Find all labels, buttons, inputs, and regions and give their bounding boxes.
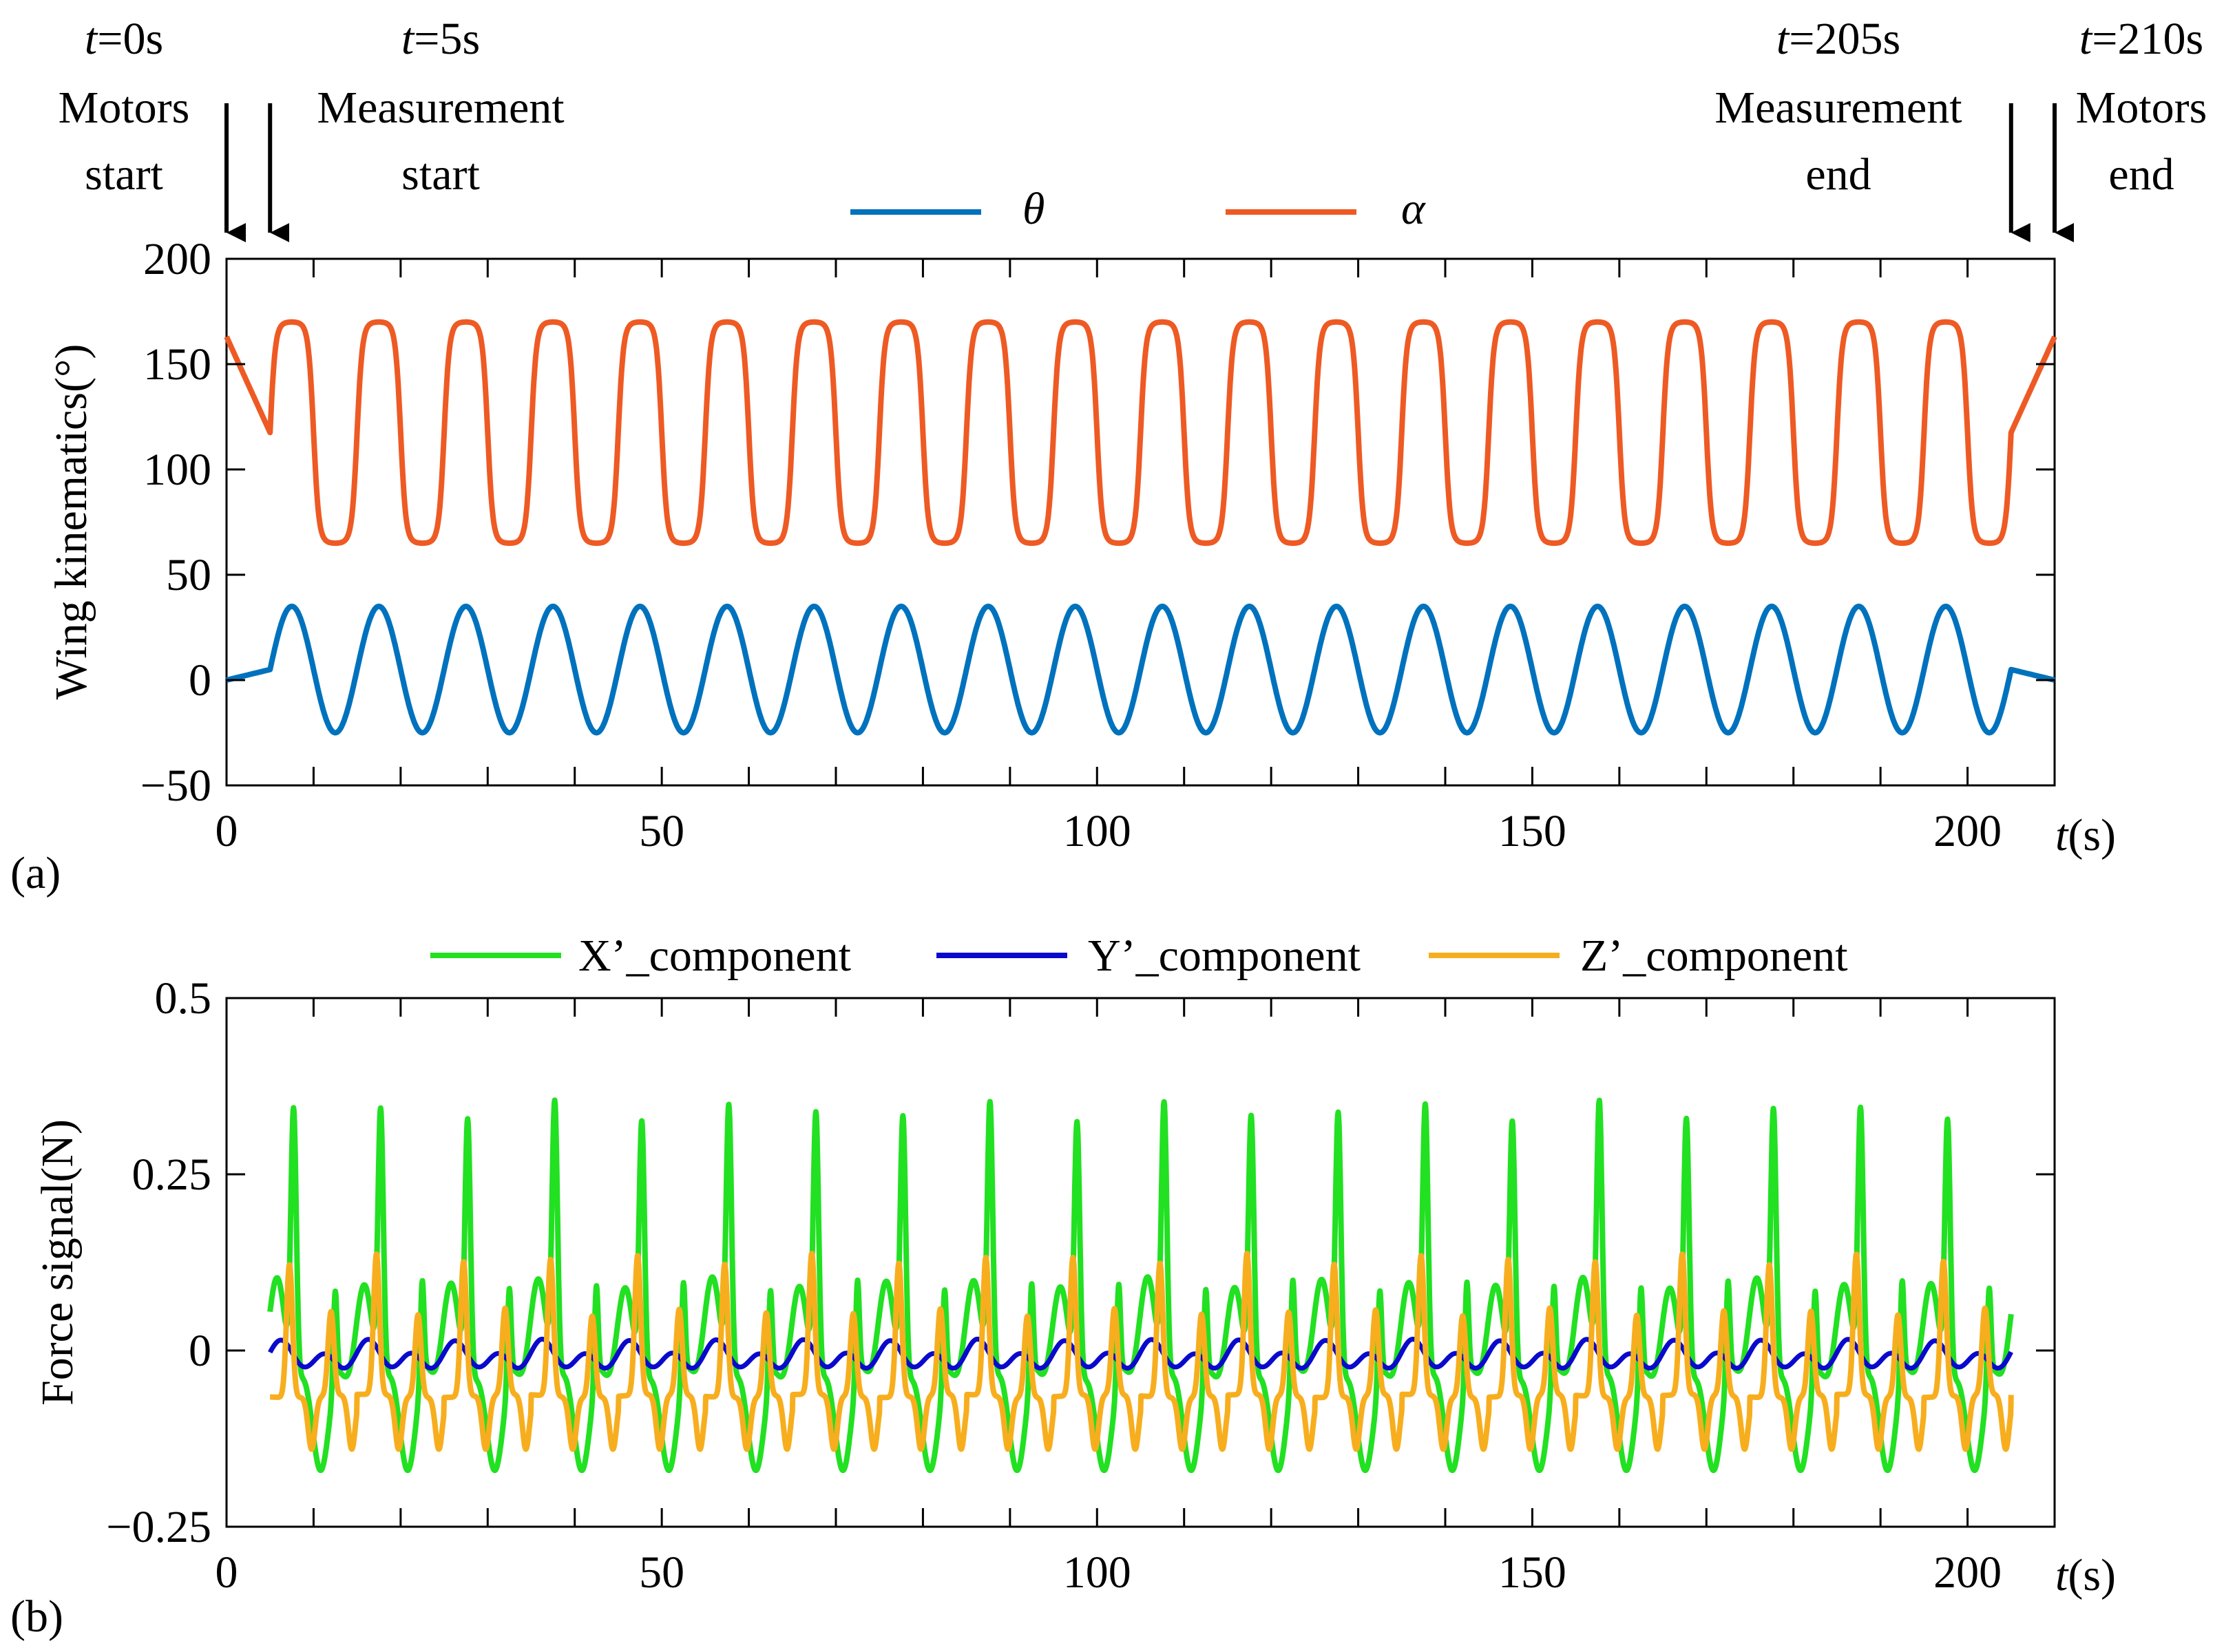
panel-a-y-tick-label: 150: [143, 339, 211, 390]
series-line-alpha: [224, 319, 2057, 547]
annotation-line2: end: [1805, 149, 1871, 200]
annotation-time: t=0s: [85, 14, 163, 64]
series-line-theta: [224, 603, 2057, 736]
panel-a-y-tick-label: 200: [143, 234, 211, 284]
panel-a-legend: θ α: [850, 184, 1426, 234]
panel-a-y-tick-label: −50: [140, 761, 211, 811]
panel-b-y-tick-label: 0.5: [155, 973, 212, 1024]
panel-a-axes-box: [225, 257, 2056, 787]
panel-b-x-tick-label: 200: [1933, 1547, 2002, 1598]
legend-label-x-component: X’_component: [578, 931, 851, 981]
series-line-z-component: [267, 1251, 2014, 1452]
panel-a-y-tick-label: 100: [143, 445, 211, 495]
annotation-line2: start: [401, 149, 480, 200]
panel-b-x-tick-label: 0: [216, 1547, 238, 1598]
panel-a-xlabel: t(s): [2055, 810, 2116, 860]
panel-b-y-tick-label: 0: [189, 1326, 211, 1376]
panel-b-ylabel: Force signal(N): [32, 1119, 83, 1406]
panel-b-x-tick-label: 150: [1498, 1547, 1566, 1598]
legend-label-alpha: α: [1401, 184, 1426, 234]
annotation-time: t=5s: [401, 14, 480, 64]
annotation-line1: Measurement: [1714, 83, 1962, 133]
series-line-y-component: [268, 1336, 2013, 1371]
panel-b-y-tick-label: −0.25: [106, 1502, 211, 1552]
panel-b-series: [267, 1097, 2014, 1474]
panel-a-x-tick-label: 200: [1933, 806, 2002, 856]
panel-b-legend: X’_component Y’_component Z’_component: [430, 931, 1848, 981]
panel-a-x-tick-label: 50: [639, 806, 684, 856]
panel-b-x-tick-label: 100: [1063, 1547, 1131, 1598]
panel-a-x-tick-label: 100: [1063, 806, 1131, 856]
annotation-line1: Motors: [2076, 83, 2207, 133]
legend-label-theta: θ: [1022, 184, 1045, 234]
panel-a-x-tick-label: 150: [1498, 806, 1566, 856]
panel-a-x-tick-label: 0: [216, 806, 238, 856]
panel-b-y-tick-label: 0.25: [132, 1150, 212, 1200]
event-annotations: t=0s Motors start t=5s Measurement start t=205…: [59, 14, 2207, 242]
annotation-line1: Measurement: [317, 83, 564, 133]
panel-a-y-tick-label: 50: [166, 550, 211, 600]
annotation-line2: end: [2108, 149, 2174, 200]
annotation-time: t=210s: [2079, 14, 2203, 64]
panel-a-series: [224, 319, 2057, 736]
series-line-x-component: [267, 1097, 2014, 1474]
panel-b-label: (b): [10, 1591, 63, 1642]
panel-b-axes-box: [225, 997, 2056, 1528]
panel-a-label: (a): [10, 848, 61, 898]
legend-label-y-component: Y’_component: [1088, 931, 1361, 981]
panel-b-x-tick-label: 50: [639, 1547, 684, 1598]
panel-a-ylabel: Wing kinematics(°): [46, 344, 96, 700]
panel-a-y-tick-label: 0: [189, 655, 211, 706]
annotation-time: t=205s: [1776, 14, 1900, 64]
panel-b-xlabel: t(s): [2055, 1550, 2116, 1600]
legend-label-z-component: Z’_component: [1580, 931, 1848, 981]
annotation-line2: start: [85, 149, 163, 200]
annotation-line1: Motors: [59, 83, 190, 133]
